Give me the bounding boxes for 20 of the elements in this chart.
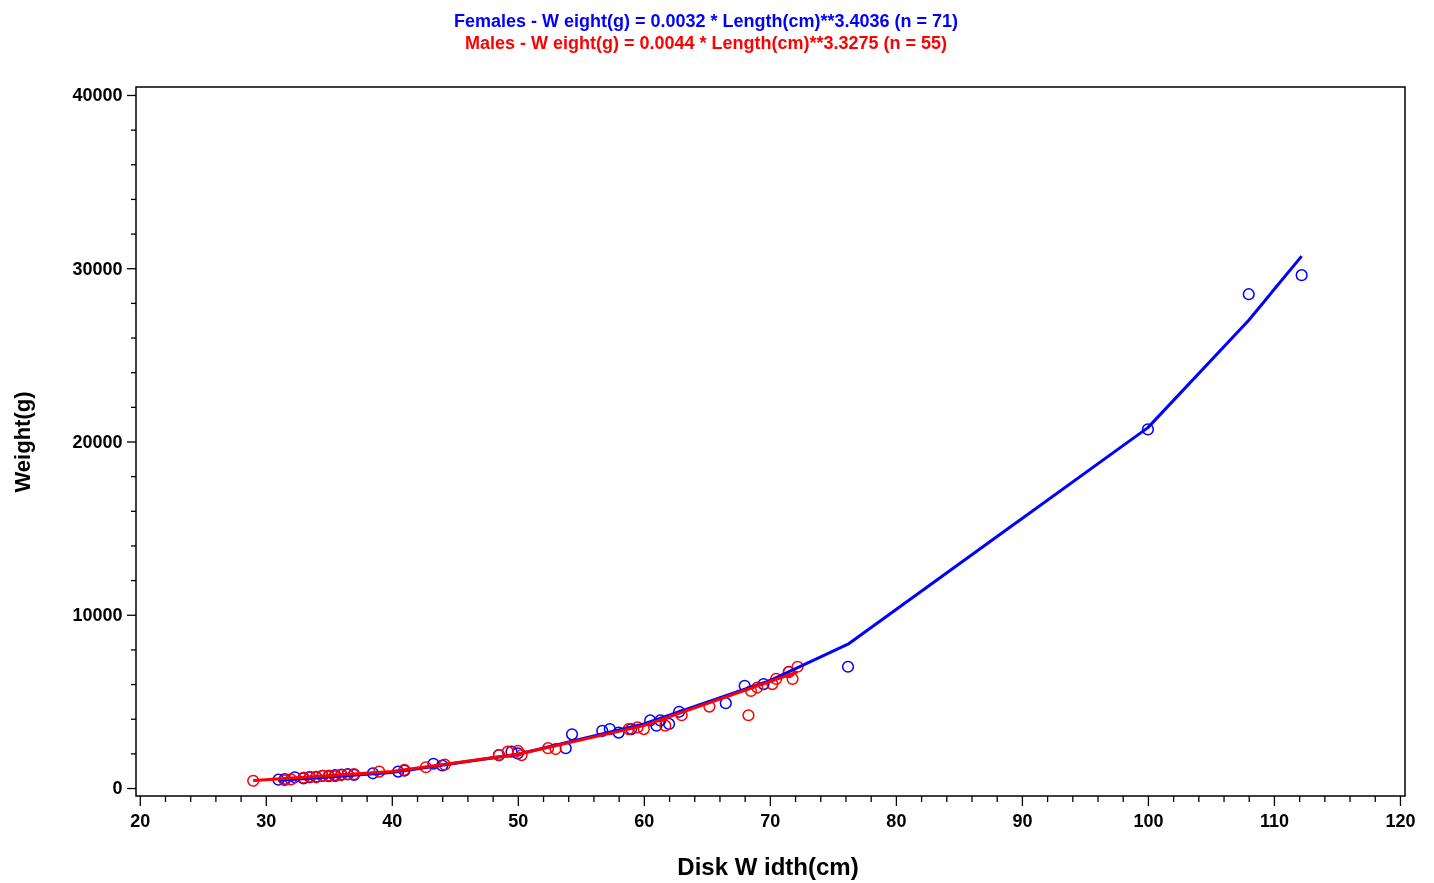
y-tick-label: 40000 xyxy=(72,85,123,106)
x-tick-label: 50 xyxy=(508,810,529,831)
x-tick-label: 30 xyxy=(256,810,277,831)
x-tick-label: 90 xyxy=(1012,810,1033,831)
y-tick-label: 0 xyxy=(112,778,123,799)
chart-title: Females - W eight(g) = 0.0032 * Length(cm)**3.4036 (n = 71) xyxy=(453,11,959,31)
x-tick-label: 80 xyxy=(886,810,907,831)
x-tick-label: 40 xyxy=(382,810,403,831)
x-tick-label: 70 xyxy=(760,810,781,831)
x-tick-label: 110 xyxy=(1259,810,1289,831)
x-tick-label: 60 xyxy=(634,810,655,831)
x-tick-label: 20 xyxy=(130,810,151,831)
y-tick-label: 20000 xyxy=(72,431,123,452)
chart-subtitle: Males - W eight(g) = 0.0044 * Length(cm)**3.3275 (n = 55) xyxy=(464,33,948,53)
x-tick-label: 120 xyxy=(1385,810,1416,831)
y-tick-label: 30000 xyxy=(72,258,123,279)
x-axis-title: Disk W idth(cm) xyxy=(677,853,859,880)
y-axis-title: Weight(g) xyxy=(10,391,35,493)
x-tick-label: 100 xyxy=(1133,810,1164,831)
y-tick-label: 10000 xyxy=(72,605,123,626)
